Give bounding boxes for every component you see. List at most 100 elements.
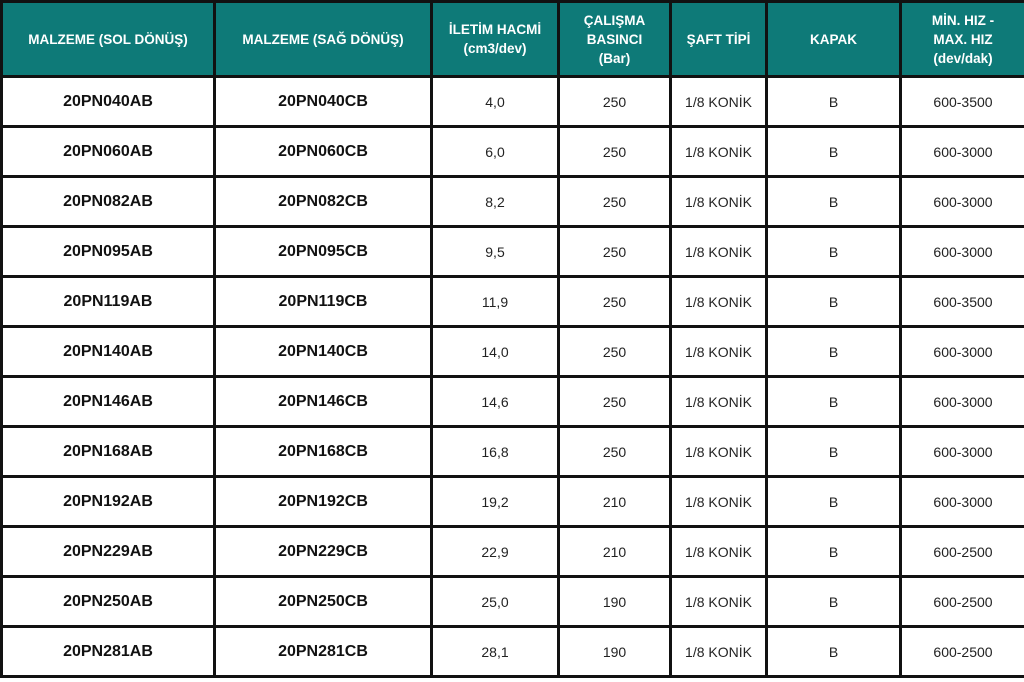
table-row: 20PN095AB 20PN095CB 9,5 250 1/8 KONİK B 600-30… bbox=[0, 225, 1024, 278]
cell-shaft-type: 1/8 KONİK bbox=[669, 375, 768, 428]
cell-shaft-type: 1/8 KONİK bbox=[669, 75, 768, 128]
cell-left-rotation-code: 20PN119AB bbox=[0, 275, 216, 328]
cell-left-rotation-code: 20PN250AB bbox=[0, 575, 216, 628]
cell-working-pressure: 210 bbox=[557, 475, 672, 528]
cell-cover: B bbox=[765, 375, 902, 428]
cell-speed-range: 600-3000 bbox=[899, 175, 1024, 228]
cell-shaft-type: 1/8 KONİK bbox=[669, 325, 768, 378]
cell-working-pressure: 250 bbox=[557, 125, 672, 178]
cell-speed-range: 600-2500 bbox=[899, 525, 1024, 578]
column-header-shaft-type: ŞAFT TİPİ bbox=[669, 0, 768, 78]
cell-working-pressure: 190 bbox=[557, 625, 672, 678]
table-row: 20PN040AB 20PN040CB 4,0 250 1/8 KONİK B 600-35… bbox=[0, 75, 1024, 128]
cell-shaft-type: 1/8 KONİK bbox=[669, 175, 768, 228]
cell-speed-range: 600-2500 bbox=[899, 625, 1024, 678]
cell-shaft-type: 1/8 KONİK bbox=[669, 225, 768, 278]
cell-cover: B bbox=[765, 475, 902, 528]
cell-right-rotation-code: 20PN250CB bbox=[213, 575, 433, 628]
header-row: MALZEME (SOL DÖNÜŞ) MALZEME (SAĞ DÖNÜŞ) İL… bbox=[0, 0, 1024, 78]
cell-displacement: 16,8 bbox=[430, 425, 560, 478]
cell-displacement: 14,0 bbox=[430, 325, 560, 378]
column-header-left-rotation-code: MALZEME (SOL DÖNÜŞ) bbox=[0, 0, 216, 78]
cell-right-rotation-code: 20PN281CB bbox=[213, 625, 433, 678]
cell-cover: B bbox=[765, 575, 902, 628]
cell-left-rotation-code: 20PN229AB bbox=[0, 525, 216, 578]
cell-cover: B bbox=[765, 125, 902, 178]
cell-speed-range: 600-2500 bbox=[899, 575, 1024, 628]
table-row: 20PN060AB 20PN060CB 6,0 250 1/8 KONİK B 600-30… bbox=[0, 125, 1024, 178]
cell-displacement: 9,5 bbox=[430, 225, 560, 278]
cell-working-pressure: 210 bbox=[557, 525, 672, 578]
table-row: 20PN082AB 20PN082CB 8,2 250 1/8 KONİK B 600-30… bbox=[0, 175, 1024, 228]
table-row: 20PN168AB 20PN168CB 16,8 250 1/8 KONİK B 600-3… bbox=[0, 425, 1024, 478]
cell-left-rotation-code: 20PN146AB bbox=[0, 375, 216, 428]
cell-shaft-type: 1/8 KONİK bbox=[669, 425, 768, 478]
cell-displacement: 25,0 bbox=[430, 575, 560, 628]
cell-shaft-type: 1/8 KONİK bbox=[669, 625, 768, 678]
cell-working-pressure: 250 bbox=[557, 275, 672, 328]
cell-speed-range: 600-3000 bbox=[899, 375, 1024, 428]
table-row: 20PN229AB 20PN229CB 22,9 210 1/8 KONİK B 600-2… bbox=[0, 525, 1024, 578]
cell-displacement: 11,9 bbox=[430, 275, 560, 328]
cell-speed-range: 600-3000 bbox=[899, 325, 1024, 378]
table-row: 20PN146AB 20PN146CB 14,6 250 1/8 KONİK B 600-3… bbox=[0, 375, 1024, 428]
cell-shaft-type: 1/8 KONİK bbox=[669, 575, 768, 628]
cell-right-rotation-code: 20PN119CB bbox=[213, 275, 433, 328]
cell-cover: B bbox=[765, 325, 902, 378]
cell-shaft-type: 1/8 KONİK bbox=[669, 125, 768, 178]
column-header-working-pressure: ÇALIŞMA BASINCI (Bar) bbox=[557, 0, 672, 78]
cell-shaft-type: 1/8 KONİK bbox=[669, 525, 768, 578]
cell-cover: B bbox=[765, 525, 902, 578]
cell-working-pressure: 250 bbox=[557, 425, 672, 478]
table-row: 20PN250AB 20PN250CB 25,0 190 1/8 KONİK B 600-2… bbox=[0, 575, 1024, 628]
column-header-displacement: İLETİM HACMİ (cm3/dev) bbox=[430, 0, 560, 78]
cell-speed-range: 600-3500 bbox=[899, 275, 1024, 328]
cell-displacement: 22,9 bbox=[430, 525, 560, 578]
cell-cover: B bbox=[765, 275, 902, 328]
cell-displacement: 19,2 bbox=[430, 475, 560, 528]
cell-left-rotation-code: 20PN095AB bbox=[0, 225, 216, 278]
cell-cover: B bbox=[765, 75, 902, 128]
cell-left-rotation-code: 20PN140AB bbox=[0, 325, 216, 378]
cell-right-rotation-code: 20PN229CB bbox=[213, 525, 433, 578]
cell-cover: B bbox=[765, 425, 902, 478]
cell-working-pressure: 250 bbox=[557, 225, 672, 278]
cell-left-rotation-code: 20PN060AB bbox=[0, 125, 216, 178]
cell-left-rotation-code: 20PN281AB bbox=[0, 625, 216, 678]
cell-speed-range: 600-3000 bbox=[899, 425, 1024, 478]
cell-right-rotation-code: 20PN060CB bbox=[213, 125, 433, 178]
cell-cover: B bbox=[765, 225, 902, 278]
cell-working-pressure: 250 bbox=[557, 175, 672, 228]
table-row: 20PN140AB 20PN140CB 14,0 250 1/8 KONİK B 600-3… bbox=[0, 325, 1024, 378]
cell-displacement: 8,2 bbox=[430, 175, 560, 228]
cell-left-rotation-code: 20PN168AB bbox=[0, 425, 216, 478]
cell-working-pressure: 190 bbox=[557, 575, 672, 628]
cell-right-rotation-code: 20PN095CB bbox=[213, 225, 433, 278]
cell-right-rotation-code: 20PN140CB bbox=[213, 325, 433, 378]
cell-cover: B bbox=[765, 625, 902, 678]
cell-right-rotation-code: 20PN168CB bbox=[213, 425, 433, 478]
cell-right-rotation-code: 20PN040CB bbox=[213, 75, 433, 128]
cell-left-rotation-code: 20PN040AB bbox=[0, 75, 216, 128]
cell-cover: B bbox=[765, 175, 902, 228]
cell-speed-range: 600-3000 bbox=[899, 475, 1024, 528]
table-row: 20PN119AB 20PN119CB 11,9 250 1/8 KONİK B 600-3… bbox=[0, 275, 1024, 328]
cell-left-rotation-code: 20PN192AB bbox=[0, 475, 216, 528]
cell-right-rotation-code: 20PN146CB bbox=[213, 375, 433, 428]
column-header-right-rotation-code: MALZEME (SAĞ DÖNÜŞ) bbox=[213, 0, 433, 78]
cell-left-rotation-code: 20PN082AB bbox=[0, 175, 216, 228]
cell-displacement: 28,1 bbox=[430, 625, 560, 678]
cell-right-rotation-code: 20PN082CB bbox=[213, 175, 433, 228]
cell-shaft-type: 1/8 KONİK bbox=[669, 275, 768, 328]
column-header-cover: KAPAK bbox=[765, 0, 902, 78]
cell-right-rotation-code: 20PN192CB bbox=[213, 475, 433, 528]
cell-displacement: 4,0 bbox=[430, 75, 560, 128]
column-header-speed-range: MİN. HIZ - MAX. HIZ (dev/dak) bbox=[899, 0, 1024, 78]
cell-speed-range: 600-3000 bbox=[899, 125, 1024, 178]
cell-speed-range: 600-3000 bbox=[899, 225, 1024, 278]
table-row: 20PN192AB 20PN192CB 19,2 210 1/8 KONİK B 600-3… bbox=[0, 475, 1024, 528]
cell-displacement: 6,0 bbox=[430, 125, 560, 178]
cell-working-pressure: 250 bbox=[557, 375, 672, 428]
table-row: 20PN281AB 20PN281CB 28,1 190 1/8 KONİK B 600-2… bbox=[0, 625, 1024, 678]
